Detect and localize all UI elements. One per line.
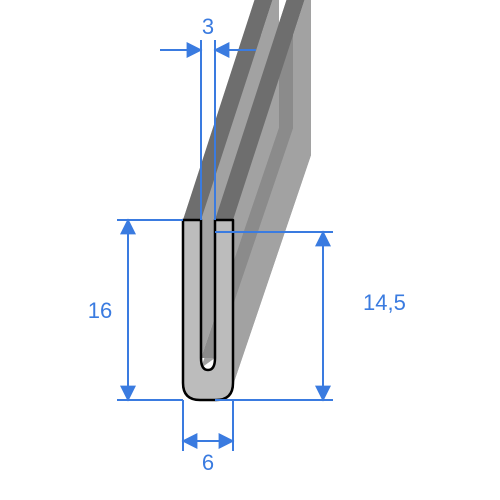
dim-height-inner-value: 14,5	[363, 290, 406, 315]
dim-gap-width-value: 3	[202, 14, 214, 39]
dim-base-width-value: 6	[202, 450, 214, 475]
dim-height-outer-value: 16	[88, 298, 112, 323]
dim-base-width: 6	[183, 400, 233, 475]
dim-height-outer: 16	[88, 220, 183, 400]
profile-dimension-diagram: 3 16 14,5 6	[0, 0, 500, 500]
